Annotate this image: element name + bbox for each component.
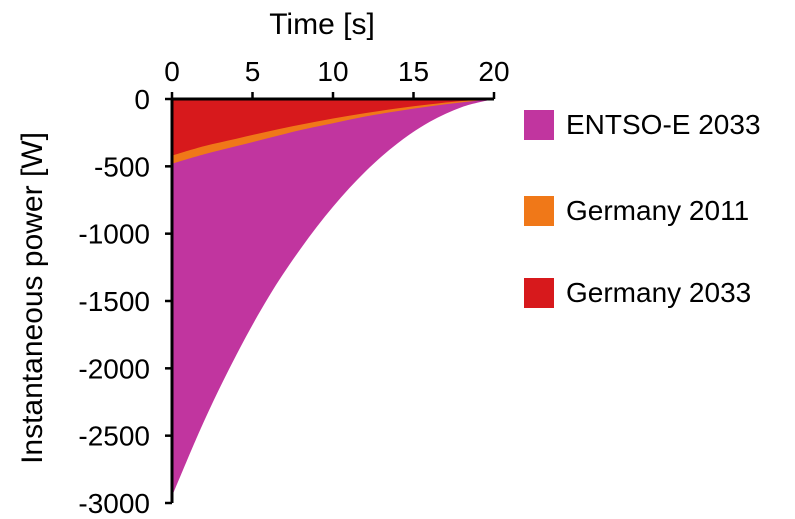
ticks-layer: 0 5 10 15 20 0 -500 -1000 -1500 -2000 -2500 -3000 — [78, 56, 509, 519]
y-tick-label: -500 — [94, 151, 150, 182]
series-layer — [172, 99, 494, 497]
y-axis-title: Instantaneous power [W] — [16, 132, 49, 464]
series-area-entso-e-2033 — [172, 99, 494, 497]
legend-label-entso-e-2033: ENTSO-E 2033 — [566, 109, 761, 140]
x-tick-label: 5 — [245, 56, 261, 87]
x-tick-label: 10 — [317, 56, 348, 87]
legend-swatch-germany-2033 — [524, 278, 554, 308]
x-tick-label: 20 — [478, 56, 509, 87]
y-tick-label: -2000 — [78, 353, 150, 384]
x-tick-label: 15 — [398, 56, 429, 87]
legend-swatch-entso-e-2033 — [524, 110, 554, 140]
y-tick-label: -2500 — [78, 421, 150, 452]
x-tick-label: 0 — [164, 56, 180, 87]
legend-swatch-germany-2011 — [524, 196, 554, 226]
legend-label-germany-2033: Germany 2033 — [566, 277, 752, 308]
legend-item-germany-2011: Germany 2011 — [524, 193, 749, 229]
y-tick-label: -1500 — [78, 286, 150, 317]
y-tick-label: -3000 — [78, 488, 150, 519]
legend-item-germany-2033: Germany 2033 — [524, 275, 751, 311]
y-tick-label: -1000 — [78, 219, 150, 250]
x-axis-title: Time [s] — [269, 8, 375, 41]
series-area-germany-2033 — [172, 99, 494, 156]
y-tick-label: 0 — [134, 84, 150, 115]
legend-item-entso-e-2033: ENTSO-E 2033 — [524, 107, 761, 143]
legend-label-germany-2011: Germany 2011 — [566, 195, 750, 226]
